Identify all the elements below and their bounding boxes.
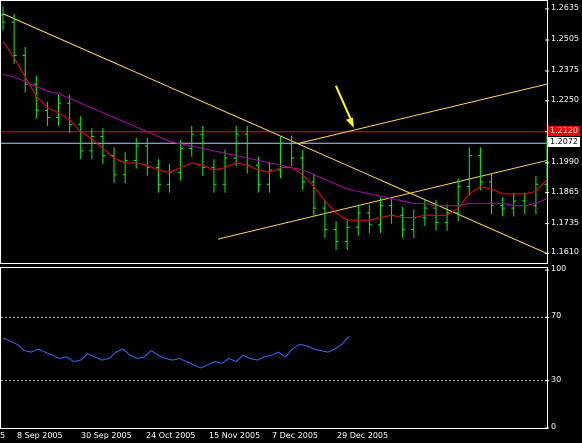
price-bar <box>122 152 128 184</box>
oscillator-axis-tick-label: 0 <box>551 422 557 431</box>
price-bar <box>233 125 239 167</box>
price-axis-tick-label: 1.1735 <box>551 217 579 227</box>
price-bar <box>422 199 428 227</box>
moving-average-purple <box>2 74 548 207</box>
price-bar <box>389 197 395 224</box>
date-axis-tick-label: 30 Sep 2005 <box>81 431 132 440</box>
oscillator-line <box>2 336 350 369</box>
price-bar <box>100 128 106 165</box>
price-bar <box>33 75 39 119</box>
price-bar <box>278 135 284 179</box>
main-price-panel <box>0 0 549 264</box>
price-bar <box>222 149 228 193</box>
price-axis-tick-label: 1.2505 <box>551 33 579 43</box>
annotation-arrow-shaft <box>334 85 353 123</box>
oscillator-panel <box>0 267 549 429</box>
main-chart-svg <box>1 6 549 254</box>
price-bar <box>377 197 383 234</box>
price-bar <box>344 218 350 250</box>
price-bar <box>322 199 328 238</box>
price-axis-tick-label: 1.2635 <box>551 2 579 12</box>
oscillator-axis: 100 70 30 0 <box>548 264 582 431</box>
price-bar <box>400 206 406 238</box>
oscillator-chart-svg <box>1 269 549 429</box>
oscillator-axis-tick-label: 70 <box>551 311 562 321</box>
price-bars-group <box>1 6 549 250</box>
price-bar <box>89 128 95 160</box>
date-axis-tick-label: 15 Nov 2005 <box>209 431 261 440</box>
price-bar <box>477 147 483 191</box>
date-axis-tick-label: 8 Sep 2005 <box>17 431 63 440</box>
price-bar <box>366 204 372 234</box>
price-axis-tick-label: 1.1990 <box>551 156 579 166</box>
price-bar <box>200 125 206 176</box>
date-axis-tick-label: 5 <box>0 431 6 440</box>
price-bar <box>56 94 62 126</box>
price-bar <box>1 6 6 31</box>
price-axis-tick-label: 1.2375 <box>551 64 579 74</box>
date-axis-tick-label: 24 Oct 2005 <box>146 431 196 440</box>
price-bar <box>111 147 117 184</box>
price-bar <box>178 140 184 181</box>
price-axis-tick-label: 1.1610 <box>551 247 579 257</box>
price-bar <box>533 175 539 215</box>
price-bar <box>455 178 461 222</box>
price-bar <box>522 192 528 215</box>
price-bar <box>189 125 195 157</box>
price-bar <box>500 197 506 217</box>
oscillator-axis-tick-label: 30 <box>551 374 562 384</box>
oscillator-axis-tick-label: 100 <box>551 264 567 273</box>
price-bar <box>133 137 139 169</box>
horizontal-level-tag: 1.2120 <box>548 125 580 136</box>
price-bar <box>333 221 339 250</box>
date-axis-tick-label: 29 Dec 2005 <box>337 431 389 440</box>
moving-average-red <box>2 40 548 221</box>
price-bar <box>78 116 84 160</box>
price-bar <box>444 204 450 231</box>
trendline-2 <box>217 159 548 240</box>
date-axis-tick-label: 7 Dec 2005 <box>272 431 319 440</box>
price-bar <box>311 173 317 217</box>
price-bar <box>488 173 494 215</box>
price-bar <box>67 94 73 133</box>
price-bar <box>511 192 517 217</box>
price-axis-tick-label: 1.2250 <box>551 94 579 104</box>
trendline-1 <box>2 13 548 254</box>
price-bar <box>411 209 417 238</box>
price-bar <box>11 13 17 64</box>
price-bar <box>167 164 173 193</box>
price-bar <box>255 156 261 193</box>
price-axis: 1.2635 1.2505 1.2375 1.2250 1.2120 1.1990 1.18… <box>548 0 582 264</box>
date-axis: 5 8 Sep 2005 30 Sep 2005 24 Oct 2005 15 Nov … <box>0 429 582 443</box>
trendline-3 <box>296 83 548 145</box>
annotation-arrow-head <box>345 117 354 128</box>
price-bar <box>466 147 472 196</box>
price-bar <box>22 47 28 93</box>
price-bar <box>155 159 161 193</box>
price-axis-tick-label: 1.1865 <box>551 186 579 196</box>
price-bar <box>211 159 217 193</box>
price-bar <box>144 137 150 176</box>
price-bar <box>44 101 50 126</box>
price-bar <box>266 161 272 193</box>
current-price-tag: 1.2072 <box>548 137 580 148</box>
price-bar <box>289 135 295 167</box>
